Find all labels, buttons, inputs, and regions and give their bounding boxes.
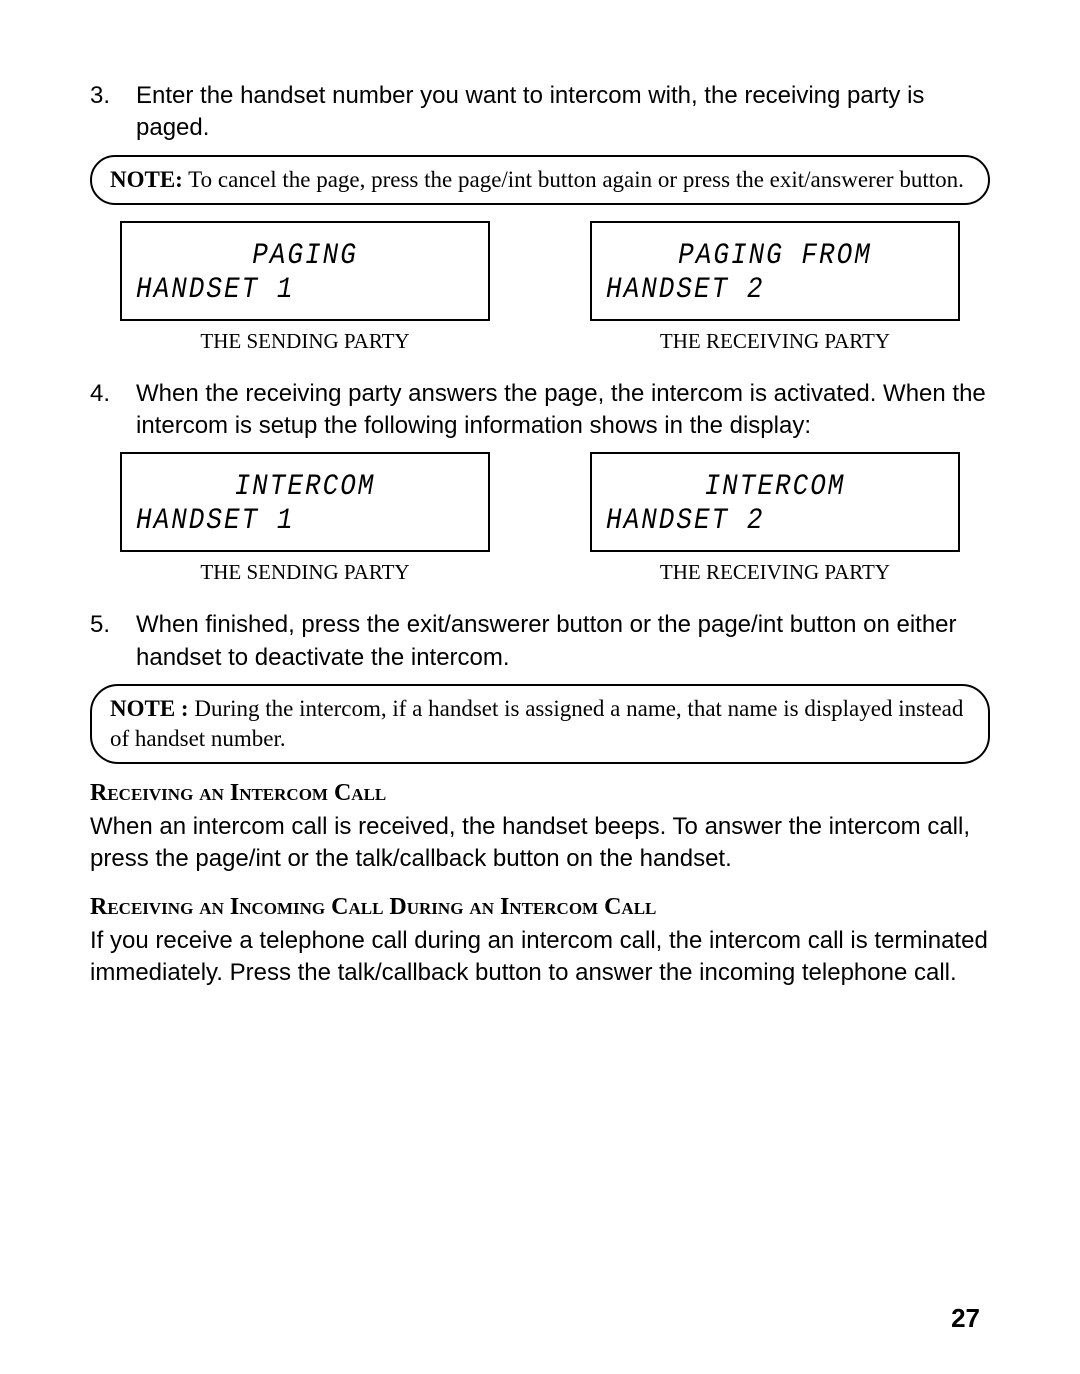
lcd-intercom-sending: INTERCOM HANDSET 1	[120, 452, 490, 552]
step-text: When the receiving party answers the pag…	[136, 380, 986, 439]
note-label: NOTE:	[110, 167, 183, 192]
lcd-line1: PAGING FROM	[606, 237, 944, 272]
lcd-line2: HANDSET 1	[136, 271, 474, 306]
lcd-paging-sending: PAGING HANDSET 1	[120, 221, 490, 321]
step-text: When finished, press the exit/answerer b…	[136, 611, 957, 670]
instruction-list: 3. Enter the handset number you want to …	[90, 80, 990, 764]
lcd-line1: INTERCOM	[606, 469, 944, 504]
step-number: 5.	[90, 609, 110, 641]
caption-receiving: THE RECEIVING PARTY	[590, 329, 960, 354]
caption-receiving: THE RECEIVING PARTY	[590, 560, 960, 585]
step-4: 4. When the receiving party answers the …	[90, 378, 990, 443]
heading-incoming-during-intercom: Receiving an Incoming Call During an Int…	[90, 894, 990, 921]
lcd-line2: HANDSET 1	[136, 503, 474, 538]
note-text: To cancel the page, press the page/int b…	[183, 167, 964, 192]
lcd-intercom-receiving: INTERCOM HANDSET 2	[590, 452, 960, 552]
caption-sending: THE SENDING PARTY	[120, 560, 490, 585]
lcd-line1: INTERCOM	[136, 469, 474, 504]
step-5: 5. When finished, press the exit/answere…	[90, 609, 990, 674]
note-box-1: NOTE: To cancel the page, press the page…	[90, 155, 990, 205]
note-box-2: NOTE : During the intercom, if a handset…	[90, 684, 990, 764]
heading-receiving-intercom: Receiving an Intercom Call	[90, 780, 990, 807]
lcd-line2: HANDSET 2	[606, 503, 944, 538]
caption-row-1: THE SENDING PARTY THE RECEIVING PARTY	[120, 329, 960, 354]
body-receiving-intercom: When an intercom call is received, the h…	[90, 811, 990, 876]
lcd-line2: HANDSET 2	[606, 271, 944, 306]
lcd-row-paging: PAGING HANDSET 1 PAGING FROM HANDSET 2	[120, 221, 960, 321]
caption-sending: THE SENDING PARTY	[120, 329, 490, 354]
page-number: 27	[951, 1303, 980, 1334]
page: 3. Enter the handset number you want to …	[0, 0, 1080, 1374]
step-number: 3.	[90, 80, 110, 112]
lcd-line1: PAGING	[136, 237, 474, 272]
step-3: 3. Enter the handset number you want to …	[90, 80, 990, 145]
note-text: During the intercom, if a handset is ass…	[110, 696, 963, 751]
step-number: 4.	[90, 378, 110, 410]
lcd-row-intercom: INTERCOM HANDSET 1 INTERCOM HANDSET 2	[120, 452, 960, 552]
note-label: NOTE :	[110, 696, 189, 721]
caption-row-2: THE SENDING PARTY THE RECEIVING PARTY	[120, 560, 960, 585]
step-text: Enter the handset number you want to int…	[136, 82, 924, 141]
lcd-paging-receiving: PAGING FROM HANDSET 2	[590, 221, 960, 321]
body-incoming-during-intercom: If you receive a telephone call during a…	[90, 925, 990, 990]
